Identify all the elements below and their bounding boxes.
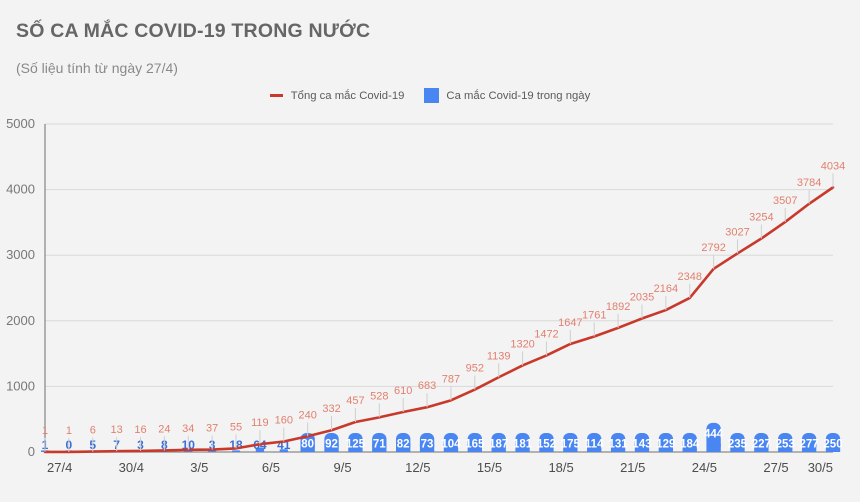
- svg-text:444: 444: [704, 428, 724, 440]
- svg-text:119: 119: [251, 417, 269, 429]
- svg-text:0: 0: [28, 444, 35, 459]
- svg-text:82: 82: [397, 439, 410, 451]
- svg-text:143: 143: [632, 439, 651, 451]
- svg-text:175: 175: [561, 439, 581, 451]
- svg-text:787: 787: [442, 373, 460, 385]
- svg-text:24/5: 24/5: [692, 460, 717, 475]
- svg-text:528: 528: [370, 390, 388, 402]
- svg-text:332: 332: [322, 403, 340, 415]
- svg-text:3784: 3784: [797, 177, 821, 189]
- svg-text:21/5: 21/5: [620, 460, 645, 475]
- svg-text:610: 610: [394, 385, 412, 397]
- svg-text:5000: 5000: [6, 116, 35, 131]
- svg-text:71: 71: [373, 439, 386, 451]
- svg-text:2348: 2348: [677, 271, 701, 283]
- svg-text:250: 250: [823, 439, 842, 451]
- svg-text:9/5: 9/5: [334, 460, 352, 475]
- svg-text:2792: 2792: [701, 242, 725, 254]
- svg-text:240: 240: [298, 409, 316, 421]
- svg-text:27/5: 27/5: [763, 460, 788, 475]
- svg-text:30/5: 30/5: [808, 460, 833, 475]
- svg-text:1472: 1472: [534, 328, 558, 340]
- svg-text:3507: 3507: [773, 195, 797, 207]
- svg-text:80: 80: [301, 439, 314, 451]
- svg-text:152: 152: [537, 439, 556, 451]
- svg-text:3000: 3000: [6, 247, 35, 262]
- svg-text:952: 952: [466, 363, 484, 375]
- svg-text:24: 24: [158, 423, 170, 435]
- svg-text:277: 277: [800, 439, 819, 451]
- svg-text:6: 6: [90, 425, 96, 437]
- svg-text:160: 160: [275, 415, 293, 427]
- svg-text:1139: 1139: [487, 350, 511, 362]
- svg-text:1: 1: [42, 425, 48, 437]
- svg-text:129: 129: [656, 439, 675, 451]
- svg-text:30/4: 30/4: [119, 460, 144, 475]
- svg-text:3027: 3027: [725, 226, 749, 238]
- svg-text:3/5: 3/5: [190, 460, 208, 475]
- svg-text:683: 683: [418, 380, 436, 392]
- svg-text:73: 73: [421, 439, 434, 451]
- svg-text:1320: 1320: [510, 338, 534, 350]
- svg-text:181: 181: [513, 439, 533, 451]
- svg-text:1647: 1647: [558, 317, 582, 329]
- svg-text:13: 13: [111, 424, 123, 436]
- svg-text:1892: 1892: [606, 301, 630, 313]
- svg-text:4000: 4000: [6, 182, 35, 197]
- svg-text:3254: 3254: [749, 212, 773, 224]
- svg-text:55: 55: [230, 421, 242, 433]
- svg-text:125: 125: [346, 439, 366, 451]
- svg-text:184: 184: [680, 439, 700, 451]
- svg-text:16: 16: [134, 424, 146, 436]
- svg-text:27/4: 27/4: [47, 460, 72, 475]
- svg-text:4034: 4034: [821, 160, 845, 172]
- svg-text:104: 104: [441, 439, 461, 451]
- svg-text:457: 457: [346, 395, 364, 407]
- svg-text:227: 227: [752, 439, 771, 451]
- svg-text:1000: 1000: [6, 378, 35, 393]
- svg-text:253: 253: [776, 439, 795, 451]
- svg-text:187: 187: [489, 439, 508, 451]
- svg-text:165: 165: [465, 439, 485, 451]
- svg-text:15/5: 15/5: [477, 460, 502, 475]
- svg-text:1761: 1761: [582, 309, 606, 321]
- svg-text:12/5: 12/5: [405, 460, 430, 475]
- svg-text:18/5: 18/5: [548, 460, 573, 475]
- svg-text:131: 131: [608, 439, 628, 451]
- svg-text:34: 34: [182, 423, 194, 435]
- svg-text:92: 92: [325, 439, 338, 451]
- svg-text:2164: 2164: [654, 283, 678, 295]
- svg-text:1: 1: [66, 425, 72, 437]
- svg-text:114: 114: [585, 439, 604, 451]
- svg-text:2035: 2035: [630, 292, 654, 304]
- svg-text:6/5: 6/5: [262, 460, 280, 475]
- svg-text:235: 235: [728, 439, 748, 451]
- svg-text:2000: 2000: [6, 313, 35, 328]
- svg-text:37: 37: [206, 423, 218, 435]
